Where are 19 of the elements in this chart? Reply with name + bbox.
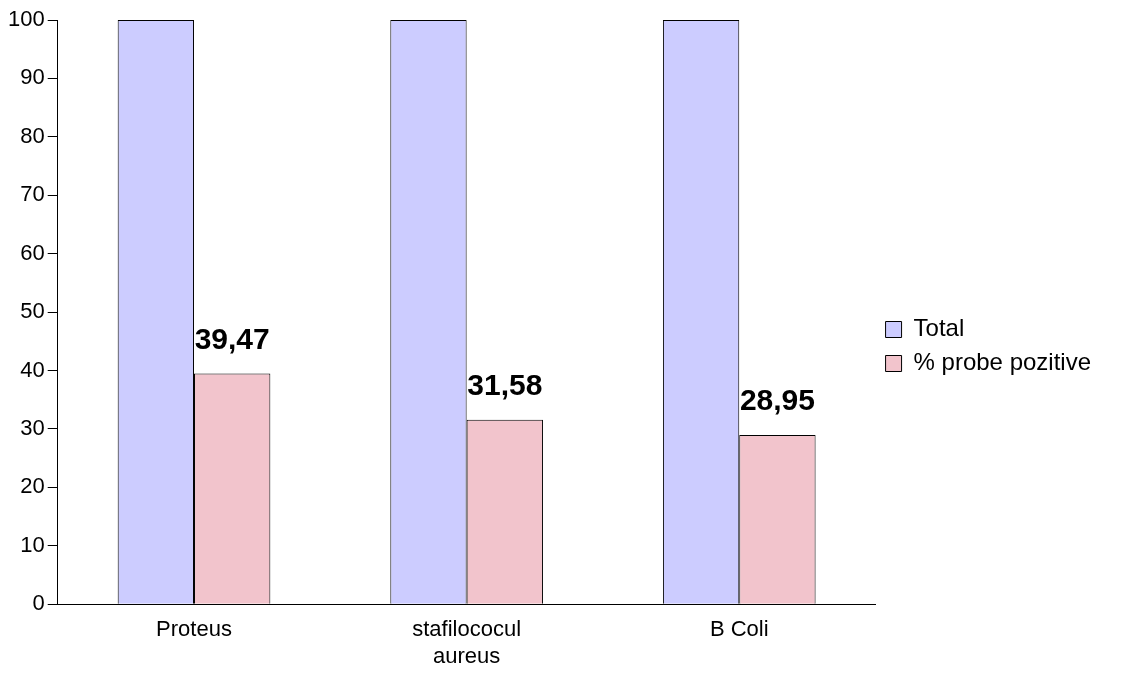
x-tick-label: B Coli [709, 616, 769, 642]
y-tick-label: 90 [20, 64, 45, 90]
x-tick-label: Proteus [156, 616, 232, 642]
y-tick-label: 30 [20, 415, 45, 440]
x-tick-label: stafilococul aureus [412, 616, 522, 668]
y-tick-label: 0 [32, 590, 45, 616]
y-tick-label: 80 [20, 122, 45, 148]
data-label: 39,47 [194, 321, 270, 355]
y-tick-label: 50 [20, 298, 45, 324]
y-tick-label: 100 [7, 6, 45, 32]
y-tick-label: 20 [20, 473, 45, 499]
y-tick-label: 70 [20, 181, 45, 207]
y-tick-label: 10 [20, 531, 45, 557]
data-label: 28,95 [739, 383, 815, 417]
data-label: 31,58 [467, 367, 543, 401]
y-tick-label: 60 [20, 239, 45, 265]
legend-label: % probe pozitive [913, 348, 1091, 376]
y-tick-label: 40 [20, 356, 45, 382]
legend-label: Total [913, 314, 965, 342]
